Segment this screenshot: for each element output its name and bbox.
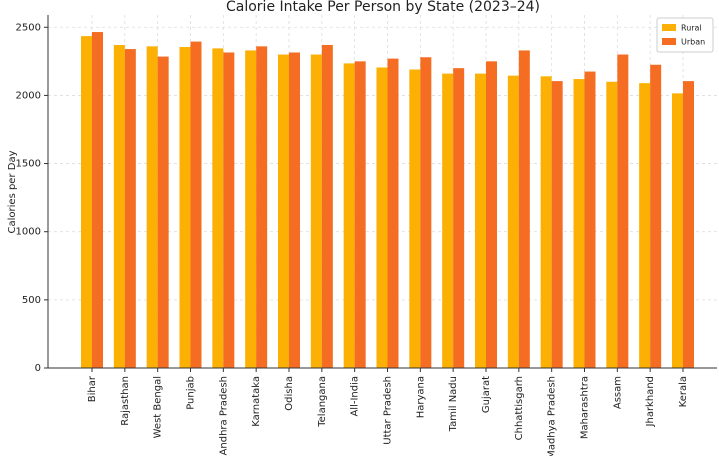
x-tick-label: All-India — [350, 376, 361, 417]
legend-label: Rural — [681, 24, 702, 33]
bar — [81, 36, 92, 368]
x-tick-label: Madhya Pradesh — [547, 376, 558, 456]
bar — [354, 61, 366, 368]
legend-swatch — [662, 24, 676, 31]
legend-label: Urban — [681, 38, 705, 47]
bar — [518, 50, 530, 369]
bar — [409, 69, 421, 369]
bar — [92, 32, 103, 368]
bar — [672, 93, 683, 369]
bar — [124, 49, 136, 368]
x-tick-label: West Bengal — [153, 376, 164, 438]
bar — [146, 46, 158, 369]
bar — [179, 47, 191, 368]
bar — [442, 73, 454, 369]
bar — [212, 48, 224, 368]
x-tick-label: Tamil Nadu — [448, 376, 459, 432]
x-tick-label: Haryana — [415, 376, 426, 418]
bar — [223, 52, 235, 369]
bar — [376, 67, 388, 369]
bar — [475, 73, 486, 369]
x-tick-label: Gujarat — [481, 376, 492, 413]
bar — [650, 64, 662, 368]
x-tick-label: Punjab — [186, 376, 197, 410]
chart-title: Calorie Intake Per Person by State (2023… — [226, 0, 540, 15]
bar — [256, 46, 268, 369]
bar — [453, 68, 465, 368]
y-tick-label: 500 — [22, 295, 41, 306]
x-tick-label: Karnataka — [251, 376, 262, 427]
bar — [507, 75, 519, 369]
x-tick-label: Odisha — [284, 376, 295, 411]
y-tick-label: 2000 — [16, 90, 41, 101]
x-tick-label: Telangana — [317, 376, 328, 428]
bar — [606, 81, 618, 368]
bar — [617, 54, 629, 369]
y-axis-label: Calories per Day — [7, 150, 18, 233]
bar — [289, 52, 300, 369]
bar — [113, 44, 125, 368]
y-tick-label: 0 — [35, 363, 41, 374]
x-tick-label: Maharashtra — [580, 376, 591, 439]
x-tick-label: Bihar — [87, 375, 98, 402]
bar — [573, 79, 585, 368]
bar — [639, 83, 651, 368]
bar — [278, 54, 289, 369]
bar — [343, 63, 355, 369]
x-tick-label: Uttar Pradesh — [383, 376, 394, 445]
bar — [387, 58, 399, 369]
legend-swatch — [662, 38, 676, 45]
bar — [245, 50, 257, 369]
bar — [540, 76, 552, 369]
y-tick-label: 1000 — [16, 227, 41, 238]
bar — [584, 71, 596, 369]
bar — [310, 54, 322, 369]
y-tick-label: 1500 — [16, 159, 41, 170]
bar — [683, 81, 694, 368]
bar — [321, 44, 333, 368]
bar — [420, 57, 432, 368]
x-tick-label: Kerala — [678, 376, 689, 407]
x-tick-label: Assam — [612, 376, 623, 409]
x-tick-label: Chhattisgarh — [514, 376, 525, 440]
bar — [190, 41, 202, 369]
bar — [551, 81, 563, 368]
x-tick-label: Andhra Pradesh — [218, 376, 229, 455]
bar — [157, 56, 169, 369]
bar — [486, 61, 497, 368]
x-tick-label: Rajasthan — [120, 376, 131, 426]
x-tick-label: Jharkhand — [645, 376, 656, 427]
y-tick-label: 2500 — [16, 22, 41, 33]
